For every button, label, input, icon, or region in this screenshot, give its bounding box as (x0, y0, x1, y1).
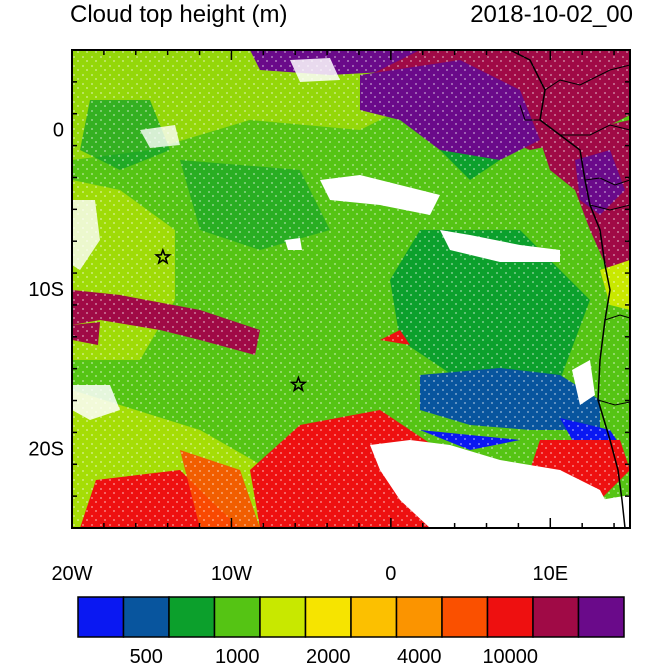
colorbar-label: 4000 (397, 646, 442, 667)
colorbar-swatch (213, 596, 261, 638)
colorbar-swatch (486, 596, 534, 638)
colorbar-label: 2000 (306, 646, 351, 667)
colorbar-label: 1000 (215, 646, 260, 667)
colorbar-swatch (532, 596, 580, 638)
x-tick-label: 20W (51, 563, 92, 585)
colorbar-swatch (259, 596, 307, 638)
map-title: Cloud top height (m) (70, 1, 287, 28)
x-tick-label: 10E (532, 563, 568, 585)
station-markers (154, 247, 308, 393)
colorbar-label: 500 (130, 646, 163, 667)
colorbar-swatch (304, 596, 352, 638)
colorbar-swatch (350, 596, 398, 638)
star-marker (289, 375, 308, 393)
colorbar-label: 10000 (482, 646, 538, 667)
y-tick-label: 0 (53, 120, 64, 142)
y-tick-label: 10S (28, 279, 64, 301)
x-tick-label: 10W (211, 563, 252, 585)
x-tick-label: 0 (385, 563, 396, 585)
y-axis-labels: 0 10S 20S (28, 120, 64, 461)
colorbar-swatch (168, 596, 216, 638)
plot-frame (71, 49, 631, 529)
x-axis-labels: 20W 10W 0 10E (51, 563, 568, 585)
colorbar (77, 596, 625, 638)
colorbar-swatch (77, 596, 125, 638)
colorbar-swatch (395, 596, 443, 638)
colorbar-swatch (441, 596, 489, 638)
axis-ticks (71, 49, 630, 529)
star-marker (154, 247, 172, 265)
cloud-height-field (72, 50, 630, 528)
y-tick-label: 20S (28, 438, 64, 460)
colorbar-swatch (577, 596, 625, 638)
map-datetime: 2018-10-02_00 (470, 1, 633, 28)
colorbar-labels: 500 1000 2000 4000 10000 (130, 646, 539, 668)
colorbar-swatch (122, 596, 170, 638)
